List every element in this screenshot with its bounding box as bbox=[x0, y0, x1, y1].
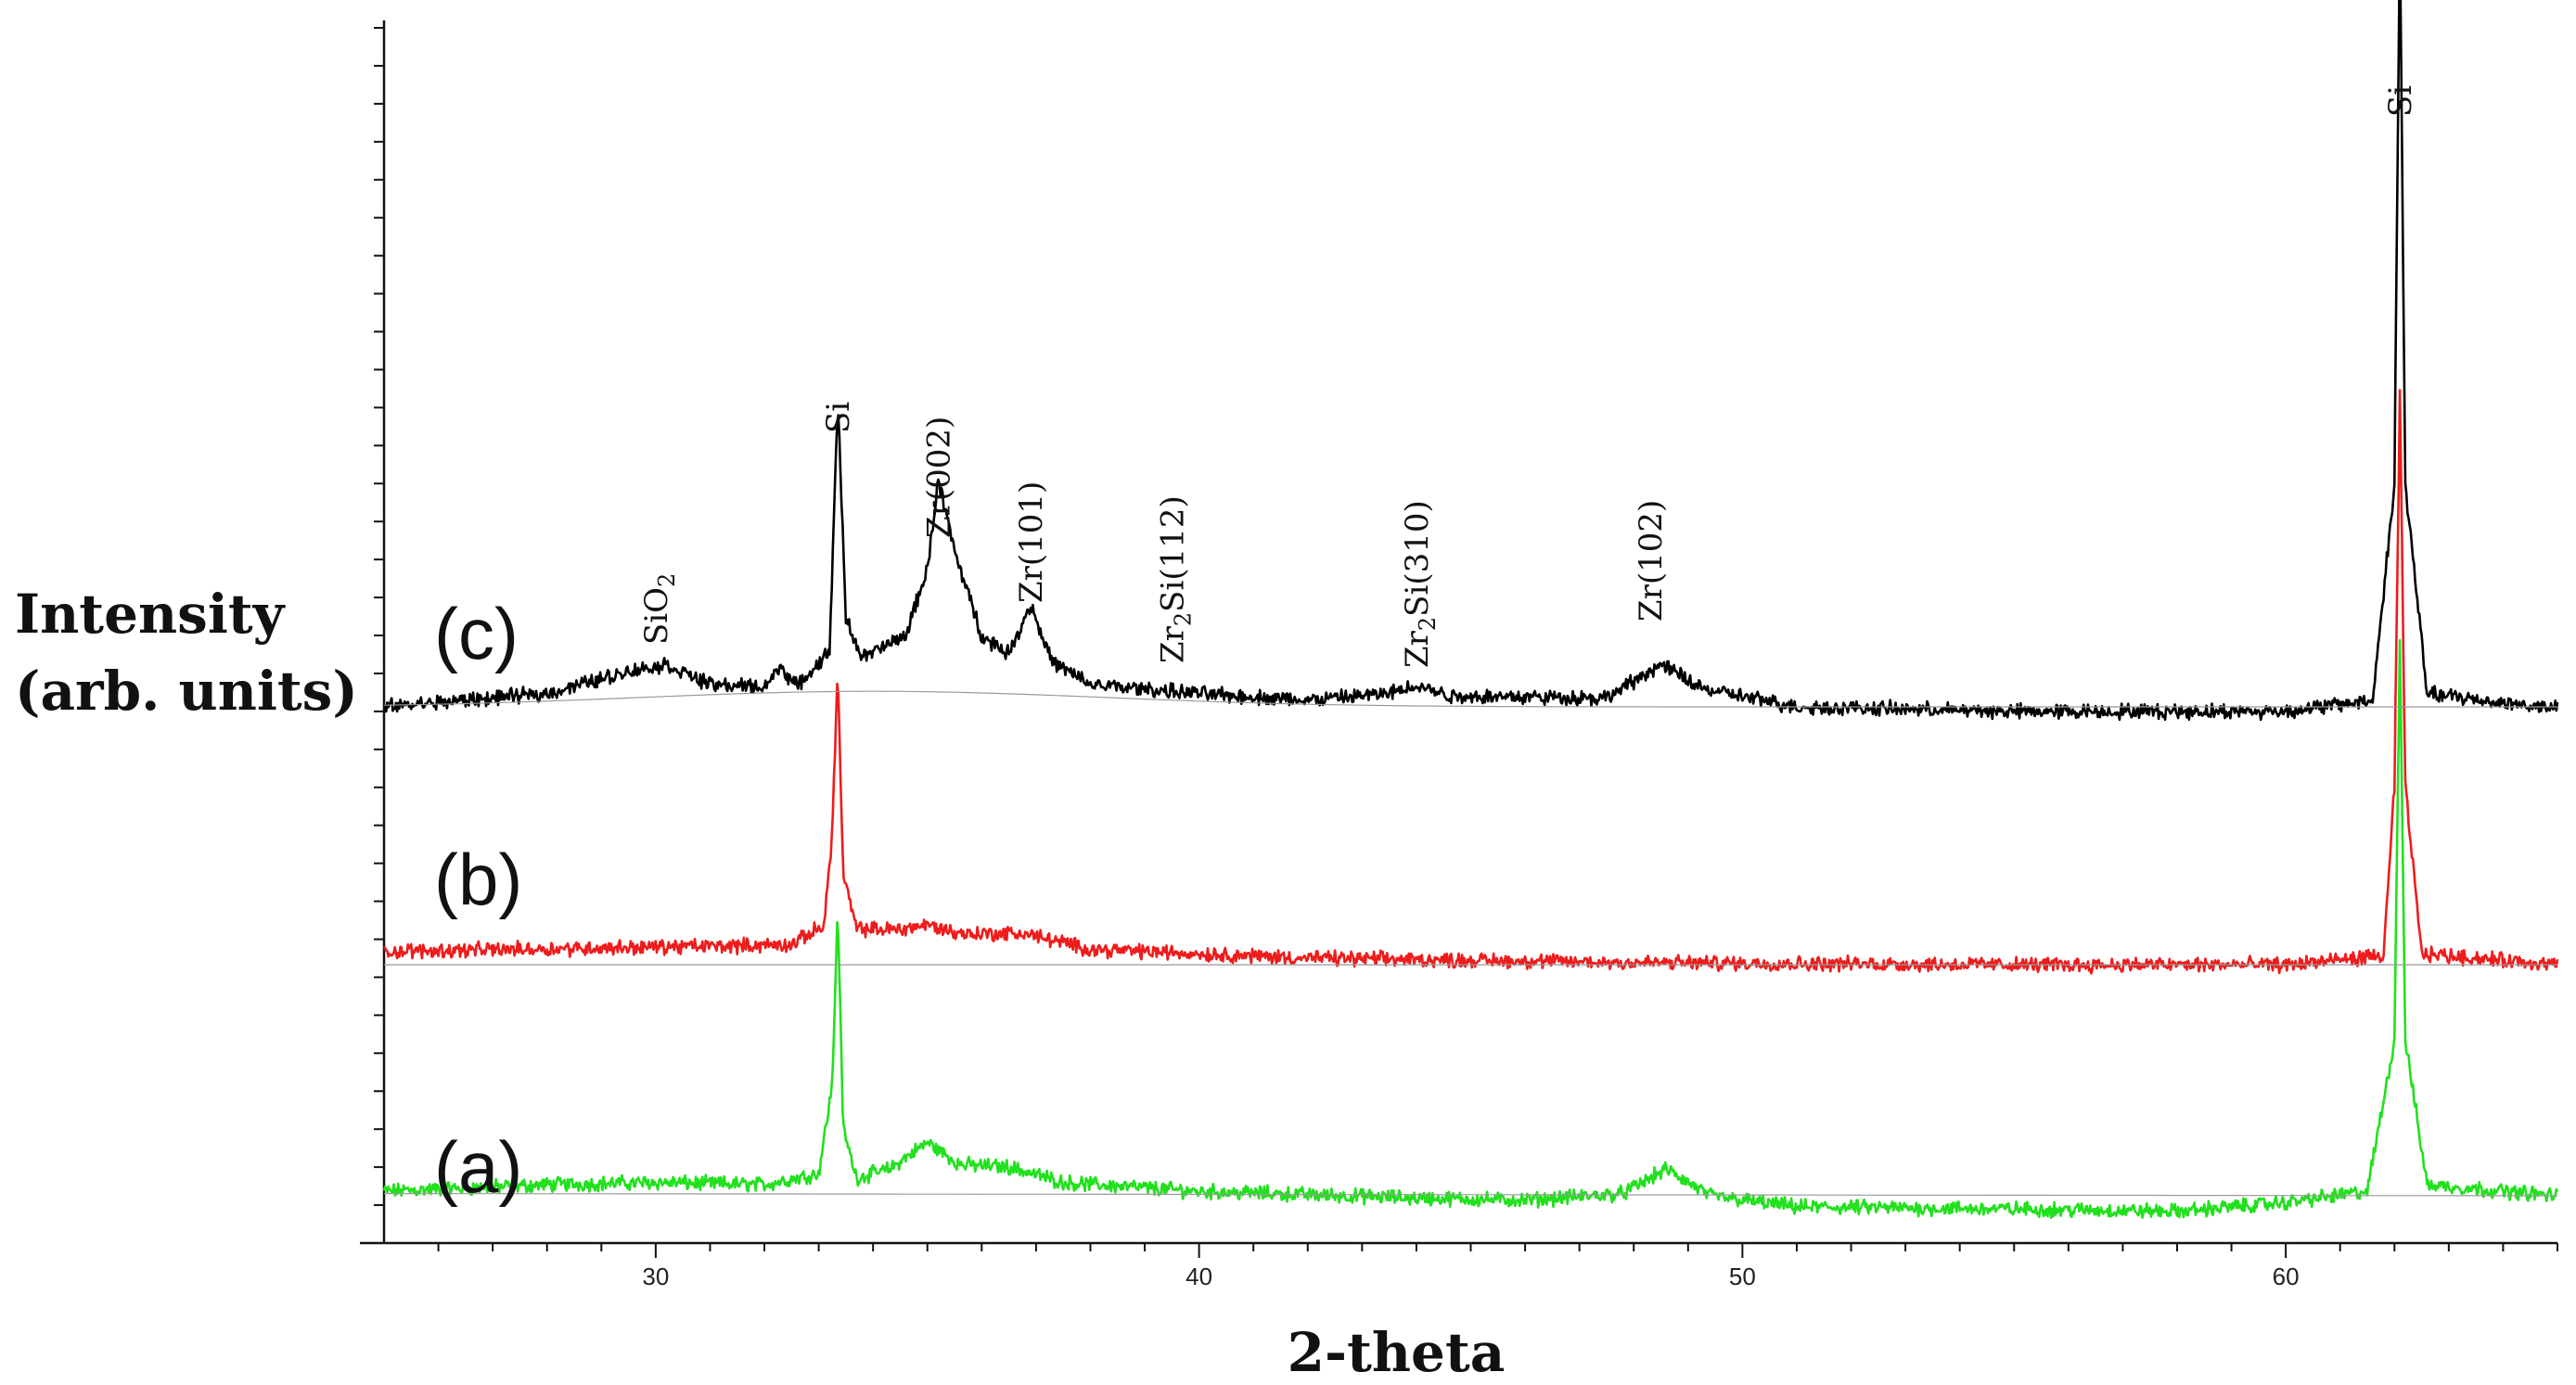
x-ticks: 30 40 50 60 bbox=[437, 1243, 2558, 1290]
y-axis-label-line-1: Intensity bbox=[15, 583, 287, 646]
peak-annotation-subscript: 2 bbox=[654, 573, 680, 587]
peak-annotation: Zr2Si(310) bbox=[1399, 500, 1441, 668]
peak-annotation: Zr2Si(112) bbox=[1154, 495, 1196, 663]
peak-annotation: Zr(101) bbox=[1013, 481, 1050, 603]
peak-annotation-subscript: 2 bbox=[1170, 612, 1196, 626]
background-fit-line bbox=[384, 1193, 2557, 1197]
peak-annotation: Si bbox=[2382, 85, 2419, 117]
series-line-1 bbox=[382, 389, 2559, 975]
y-axis-label-line-2: (arb. units) bbox=[15, 660, 358, 723]
peak-annotation-main: SiO bbox=[638, 587, 675, 645]
peak-annotation: Zr(102) bbox=[1633, 500, 1670, 622]
peak-annotation-main: Zr(002) bbox=[920, 417, 957, 538]
x-tick-label: 30 bbox=[642, 1263, 669, 1290]
background-fit-line bbox=[383, 690, 2557, 708]
peak-annotation: Zr(002) bbox=[920, 417, 957, 538]
peak-annotation-tail: Si(112) bbox=[1154, 495, 1191, 612]
series-line-0 bbox=[382, 638, 2559, 1219]
x-axis-label: 2-theta bbox=[1288, 1321, 1506, 1384]
peak-annotation-tail: Si(310) bbox=[1399, 500, 1436, 617]
series-label: (a) bbox=[434, 1126, 522, 1208]
series-label: (b) bbox=[434, 839, 522, 920]
peak-annotation-main: Zr(101) bbox=[1013, 481, 1050, 603]
peak-annotation-main: Si bbox=[820, 402, 857, 433]
series-label: (c) bbox=[434, 593, 519, 674]
x-tick-label: 50 bbox=[1729, 1263, 1756, 1290]
peak-annotation-subscript: 2 bbox=[1415, 617, 1441, 631]
peak-annotation: SiO2 bbox=[638, 573, 680, 645]
labels: Intensity (arb. units) 2-theta bbox=[15, 583, 1505, 1384]
x-tick-label: 60 bbox=[2273, 1263, 2300, 1290]
peak-annotation-main: Zr bbox=[1399, 630, 1436, 668]
peak-annotation-main: Si bbox=[2382, 85, 2419, 117]
peak-annotation-main: Zr(102) bbox=[1633, 500, 1670, 622]
peak-annotation-main: Zr bbox=[1154, 625, 1191, 663]
x-tick-label: 40 bbox=[1185, 1263, 1212, 1290]
y-ticks bbox=[374, 27, 384, 1244]
series-line-2 bbox=[383, 0, 2559, 722]
axes bbox=[360, 20, 2557, 1245]
peak-annotation: Si bbox=[820, 402, 857, 433]
